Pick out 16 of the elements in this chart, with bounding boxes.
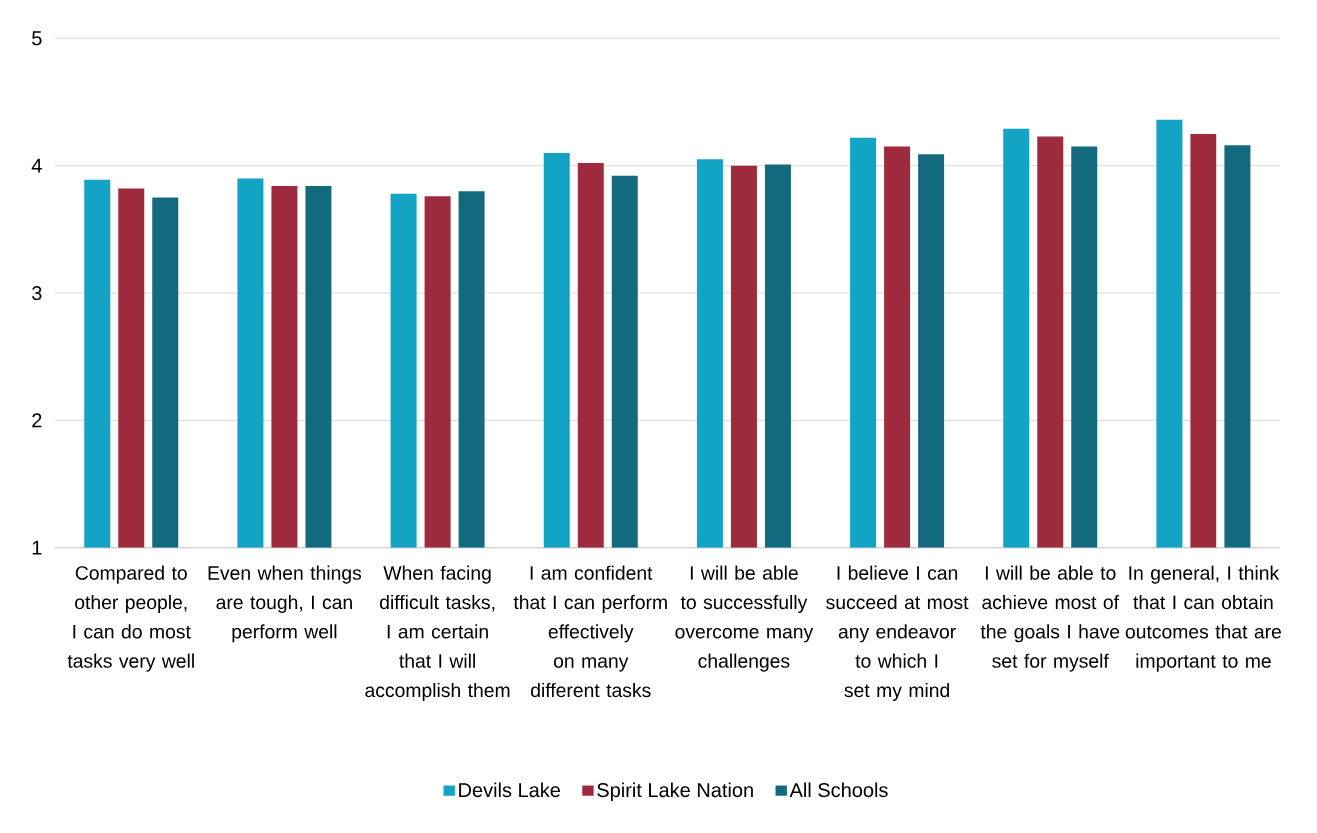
- y-tick-label: 5: [32, 31, 42, 46]
- x-tick-label: When facing difficult tasks, I am certain that I will accomplish them: [365, 565, 510, 701]
- y-tick-label: 2: [32, 413, 42, 428]
- x-tick-label: I am confident that I can perform effectively on many different tasks: [513, 565, 667, 698]
- y-tick-label: 3: [32, 285, 42, 301]
- legend-label: Devils Lake: [459, 782, 560, 798]
- x-tick-label: In general, I think that I can obtain outcomes that are important to me: [1125, 565, 1281, 672]
- x-tick-label: I believe I can succeed at most any endeavor to which I set my mind: [826, 565, 969, 701]
- legend-label: All Schools: [789, 782, 888, 798]
- x-tick-label: I will be able to successfully overcome many challenges: [675, 565, 814, 672]
- x-tick-label: Compared to other people, I can do most tasks very well: [67, 565, 194, 672]
- y-tick-label: 1: [32, 540, 42, 555]
- x-tick-label: Even when things are tough, I can perform well: [208, 565, 362, 643]
- legend-label: Spirit Lake Nation: [597, 782, 753, 802]
- x-tick-label: I will be able to achieve most of the goals I have set for myself: [980, 565, 1120, 672]
- y-tick-label: 4: [31, 158, 42, 173]
